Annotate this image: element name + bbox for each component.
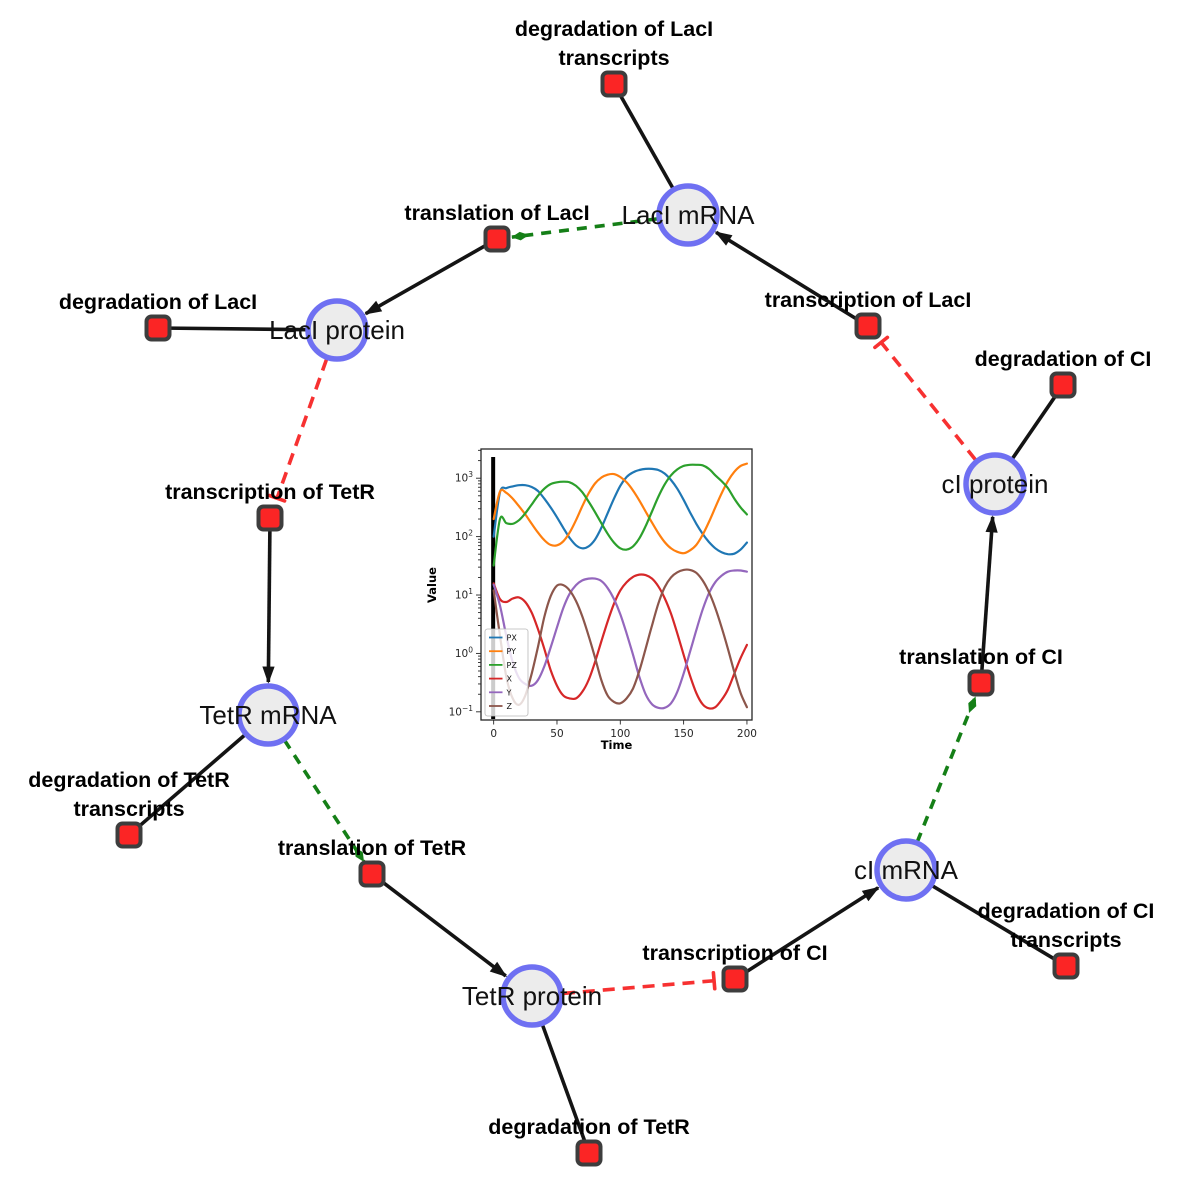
reaction-node-deg-lacI[interactable] xyxy=(144,314,172,342)
reaction-label-deg-cI: degradation of CI xyxy=(975,347,1152,371)
legend-item-Y: Y xyxy=(489,688,512,697)
edge-reactant-cI-mRNA-deg-cI-transcripts xyxy=(929,882,1058,962)
species-label-lacI-mRNA: LacI mRNA xyxy=(622,200,756,230)
chart-series-X xyxy=(492,573,748,710)
species-label-lacI-protein: LacI protein xyxy=(269,315,405,345)
x-tick-label: 150 xyxy=(674,728,694,740)
legend-label-PY: PY xyxy=(507,647,517,656)
reaction-node-transcription-tetR[interactable] xyxy=(256,504,284,532)
reaction-label-translation-lacI: translation of LacI xyxy=(404,201,589,225)
reaction-label-deg-lacI-transcripts: transcripts xyxy=(558,46,669,70)
edge-reactant-cI-protein-deg-cI xyxy=(1009,393,1059,462)
species-node-cI-mRNA[interactable] xyxy=(874,838,938,902)
reaction-label-transcription-tetR: transcription of TetR xyxy=(165,480,375,504)
chart-series-Z xyxy=(492,568,748,709)
edge-modifier-lacI-mRNA-translation-lacI xyxy=(511,216,659,241)
species-node-cI-protein[interactable] xyxy=(963,452,1027,516)
edge-modifier-cI-mRNA-translation-cI xyxy=(915,696,978,843)
edge-inhibitor-tetR-protein-transcription-cI xyxy=(562,970,717,996)
y-tick-label: 100 xyxy=(455,645,473,660)
labels-layer: degradation of LacI transcripts translatio… xyxy=(28,17,1154,1139)
reaction-node-deg-cI[interactable] xyxy=(1049,371,1077,399)
reaction-label-deg-tetR: degradation of TetR xyxy=(488,1115,690,1139)
legend-item-PY: PY xyxy=(489,647,516,656)
legend-item-PX: PX xyxy=(489,634,517,643)
inset-chart: 0 50 100 150 20010310210110010−1TimeValuePXP… xyxy=(425,436,765,763)
reaction-node-translation-tetR[interactable] xyxy=(358,860,386,888)
x-tick-label: 0 xyxy=(490,728,497,740)
reaction-node-transcription-lacI[interactable] xyxy=(854,312,882,340)
legend-label-Y: Y xyxy=(506,688,512,697)
edge-product-translation-tetR-tetR-protein xyxy=(379,879,508,978)
reaction-node-deg-cI-transcripts[interactable] xyxy=(1052,952,1080,980)
reaction-label-deg-cI-transcripts: degradation of CI xyxy=(978,899,1155,923)
chart-series-layer xyxy=(492,462,748,710)
legend-item-Z: Z xyxy=(489,702,513,711)
species-label-cI-protein: cI protein xyxy=(942,469,1049,499)
y-tick-label: 102 xyxy=(455,529,473,544)
legend-label-X: X xyxy=(507,675,513,684)
chart-series-Y xyxy=(492,569,748,710)
chart-series-PY xyxy=(492,462,748,555)
species-label-tetR-mRNA: TetR mRNA xyxy=(199,700,337,730)
y-tick-label: 103 xyxy=(455,470,473,485)
reaction-node-translation-cI[interactable] xyxy=(967,669,995,697)
edge-inhibitor-cI-protein-transcription-lacI xyxy=(873,335,977,461)
reaction-node-translation-lacI[interactable] xyxy=(483,225,511,253)
species-label-tetR-protein: TetR protein xyxy=(462,981,602,1011)
reaction-label-translation-tetR: translation of TetR xyxy=(278,836,467,860)
edge-reactant-lacI-mRNA-deg-lacI-transcripts xyxy=(617,92,676,192)
chart-series-PZ xyxy=(492,463,748,567)
reaction-label-transcription-lacI: transcription of LacI xyxy=(765,288,972,312)
x-tick-label: 200 xyxy=(737,728,757,740)
reaction-label-deg-tetR-transcripts: transcripts xyxy=(73,797,184,821)
chart-background xyxy=(427,436,765,763)
edge-reactant-tetR-protein-deg-tetR xyxy=(539,1021,587,1144)
legend-label-PX: PX xyxy=(507,634,518,643)
edge-modifier-tetR-mRNA-translation-tetR xyxy=(282,739,366,863)
reaction-label-translation-cI: translation of CI xyxy=(899,645,1063,669)
edge-product-translation-lacI-lacI-protein xyxy=(364,242,489,316)
species-node-lacI-protein[interactable] xyxy=(305,298,369,362)
edge-product-transcription-tetR-tetR-mRNA xyxy=(262,528,275,684)
species-node-tetR-protein[interactable] xyxy=(500,964,564,1028)
chart-xlabel: Time xyxy=(601,738,633,752)
reaction-node-transcription-cI[interactable] xyxy=(721,965,749,993)
legend-item-PZ: PZ xyxy=(489,661,517,670)
x-tick-label: 50 xyxy=(550,728,563,740)
reaction-label-deg-lacI: degradation of LacI xyxy=(59,290,257,314)
species-node-lacI-mRNA[interactable] xyxy=(656,183,720,247)
reaction-label-deg-lacI-transcripts: degradation of LacI xyxy=(515,17,713,41)
species-label-cI-mRNA: cI mRNA xyxy=(854,855,959,885)
y-tick-label: 10−1 xyxy=(449,704,474,719)
species-node-tetR-mRNA[interactable] xyxy=(236,683,300,747)
reaction-label-deg-tetR-transcripts: degradation of TetR xyxy=(28,768,230,792)
reaction-node-deg-tetR-transcripts[interactable] xyxy=(115,821,143,849)
x-tick-label: 100 xyxy=(610,728,630,740)
reaction-node-deg-tetR[interactable] xyxy=(575,1139,603,1167)
edge-product-transcription-lacI-lacI-mRNA xyxy=(714,230,860,322)
legend-item-X: X xyxy=(489,675,513,684)
reaction-label-deg-cI-transcripts: transcripts xyxy=(1010,928,1121,952)
chart-series-PX xyxy=(492,467,748,556)
species-nodes-layer xyxy=(236,183,1027,1028)
reaction-label-transcription-cI: transcription of CI xyxy=(642,941,827,965)
edge-inhibitor-lacI-protein-transcription-tetR xyxy=(267,358,329,503)
chart-plot-area xyxy=(480,448,753,721)
reaction-node-deg-lacI-transcripts[interactable] xyxy=(600,70,628,98)
edge-product-translation-cI-cI-protein xyxy=(979,515,998,673)
legend-label-PZ: PZ xyxy=(507,661,518,670)
chart-ylabel: Value xyxy=(425,567,439,603)
reaction-nodes-layer xyxy=(115,70,1080,1167)
legend-label-Z: Z xyxy=(507,702,513,711)
edge-product-transcription-cI-cI-mRNA xyxy=(743,886,880,975)
edges-layer xyxy=(136,92,1059,1144)
chart-legend: PX PY PZ XYZ xyxy=(484,628,529,717)
y-tick-label: 101 xyxy=(455,587,473,602)
edge-reactant-tetR-mRNA-deg-tetR-transcripts xyxy=(136,731,248,830)
edge-reactant-lacI-protein-deg-lacI xyxy=(168,326,310,332)
